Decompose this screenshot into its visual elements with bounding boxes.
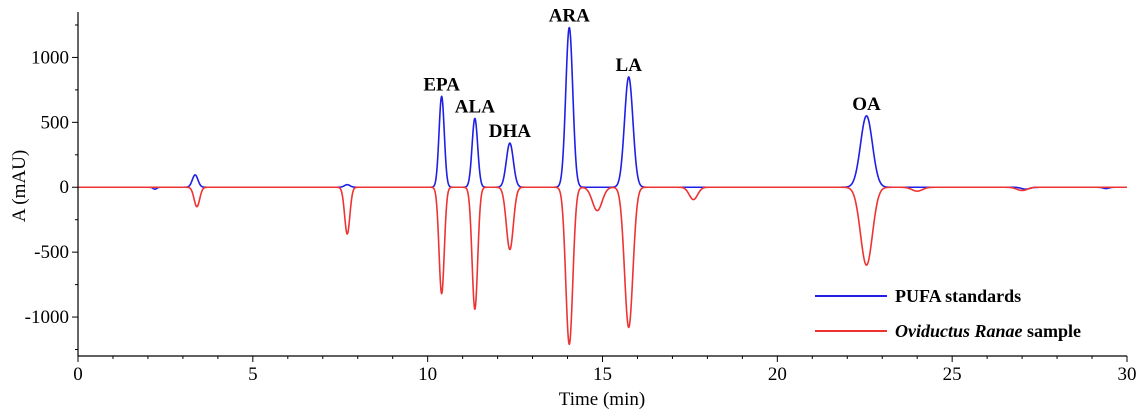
peak-label-la: LA <box>616 55 643 76</box>
legend-label-sample: Oviductus Ranae sample <box>895 321 1081 341</box>
y-axis-title: A (mAU) <box>9 150 30 222</box>
y-tick-label: -500 <box>34 242 69 263</box>
y-tick-label: 0 <box>60 177 70 198</box>
peak-label-ara: ARA <box>549 6 590 27</box>
y-tick-label: -1000 <box>25 307 69 328</box>
peak-label-ala: ALA <box>455 96 495 117</box>
series-line-standards <box>77 26 1128 190</box>
axes: 0 5 10 15 20 25 30 -1000 -500 0 500 1000 <box>25 12 1137 385</box>
x-tick-label: 0 <box>73 364 83 385</box>
legend-label-standards: PUFA standards <box>895 286 1021 306</box>
legend: PUFA standards Oviductus Ranae sample <box>815 286 1081 341</box>
peak-label-oa: OA <box>852 94 881 115</box>
x-axis-title: Time (min) <box>559 389 645 409</box>
x-tick-label: 10 <box>418 364 437 385</box>
peak-label-epa: EPA <box>423 74 460 95</box>
x-tick-label: 20 <box>768 364 787 385</box>
y-tick-label: 1000 <box>31 47 69 68</box>
x-tick-label: 25 <box>943 364 962 385</box>
x-tick-label: 15 <box>593 364 612 385</box>
peak-label-dha: DHA <box>489 121 532 142</box>
x-tick-label: 5 <box>248 364 258 385</box>
series-line-sample <box>77 186 1128 346</box>
y-tick-label: 500 <box>41 112 70 133</box>
plot-lines <box>77 26 1128 346</box>
x-tick-label: 30 <box>1118 364 1137 385</box>
